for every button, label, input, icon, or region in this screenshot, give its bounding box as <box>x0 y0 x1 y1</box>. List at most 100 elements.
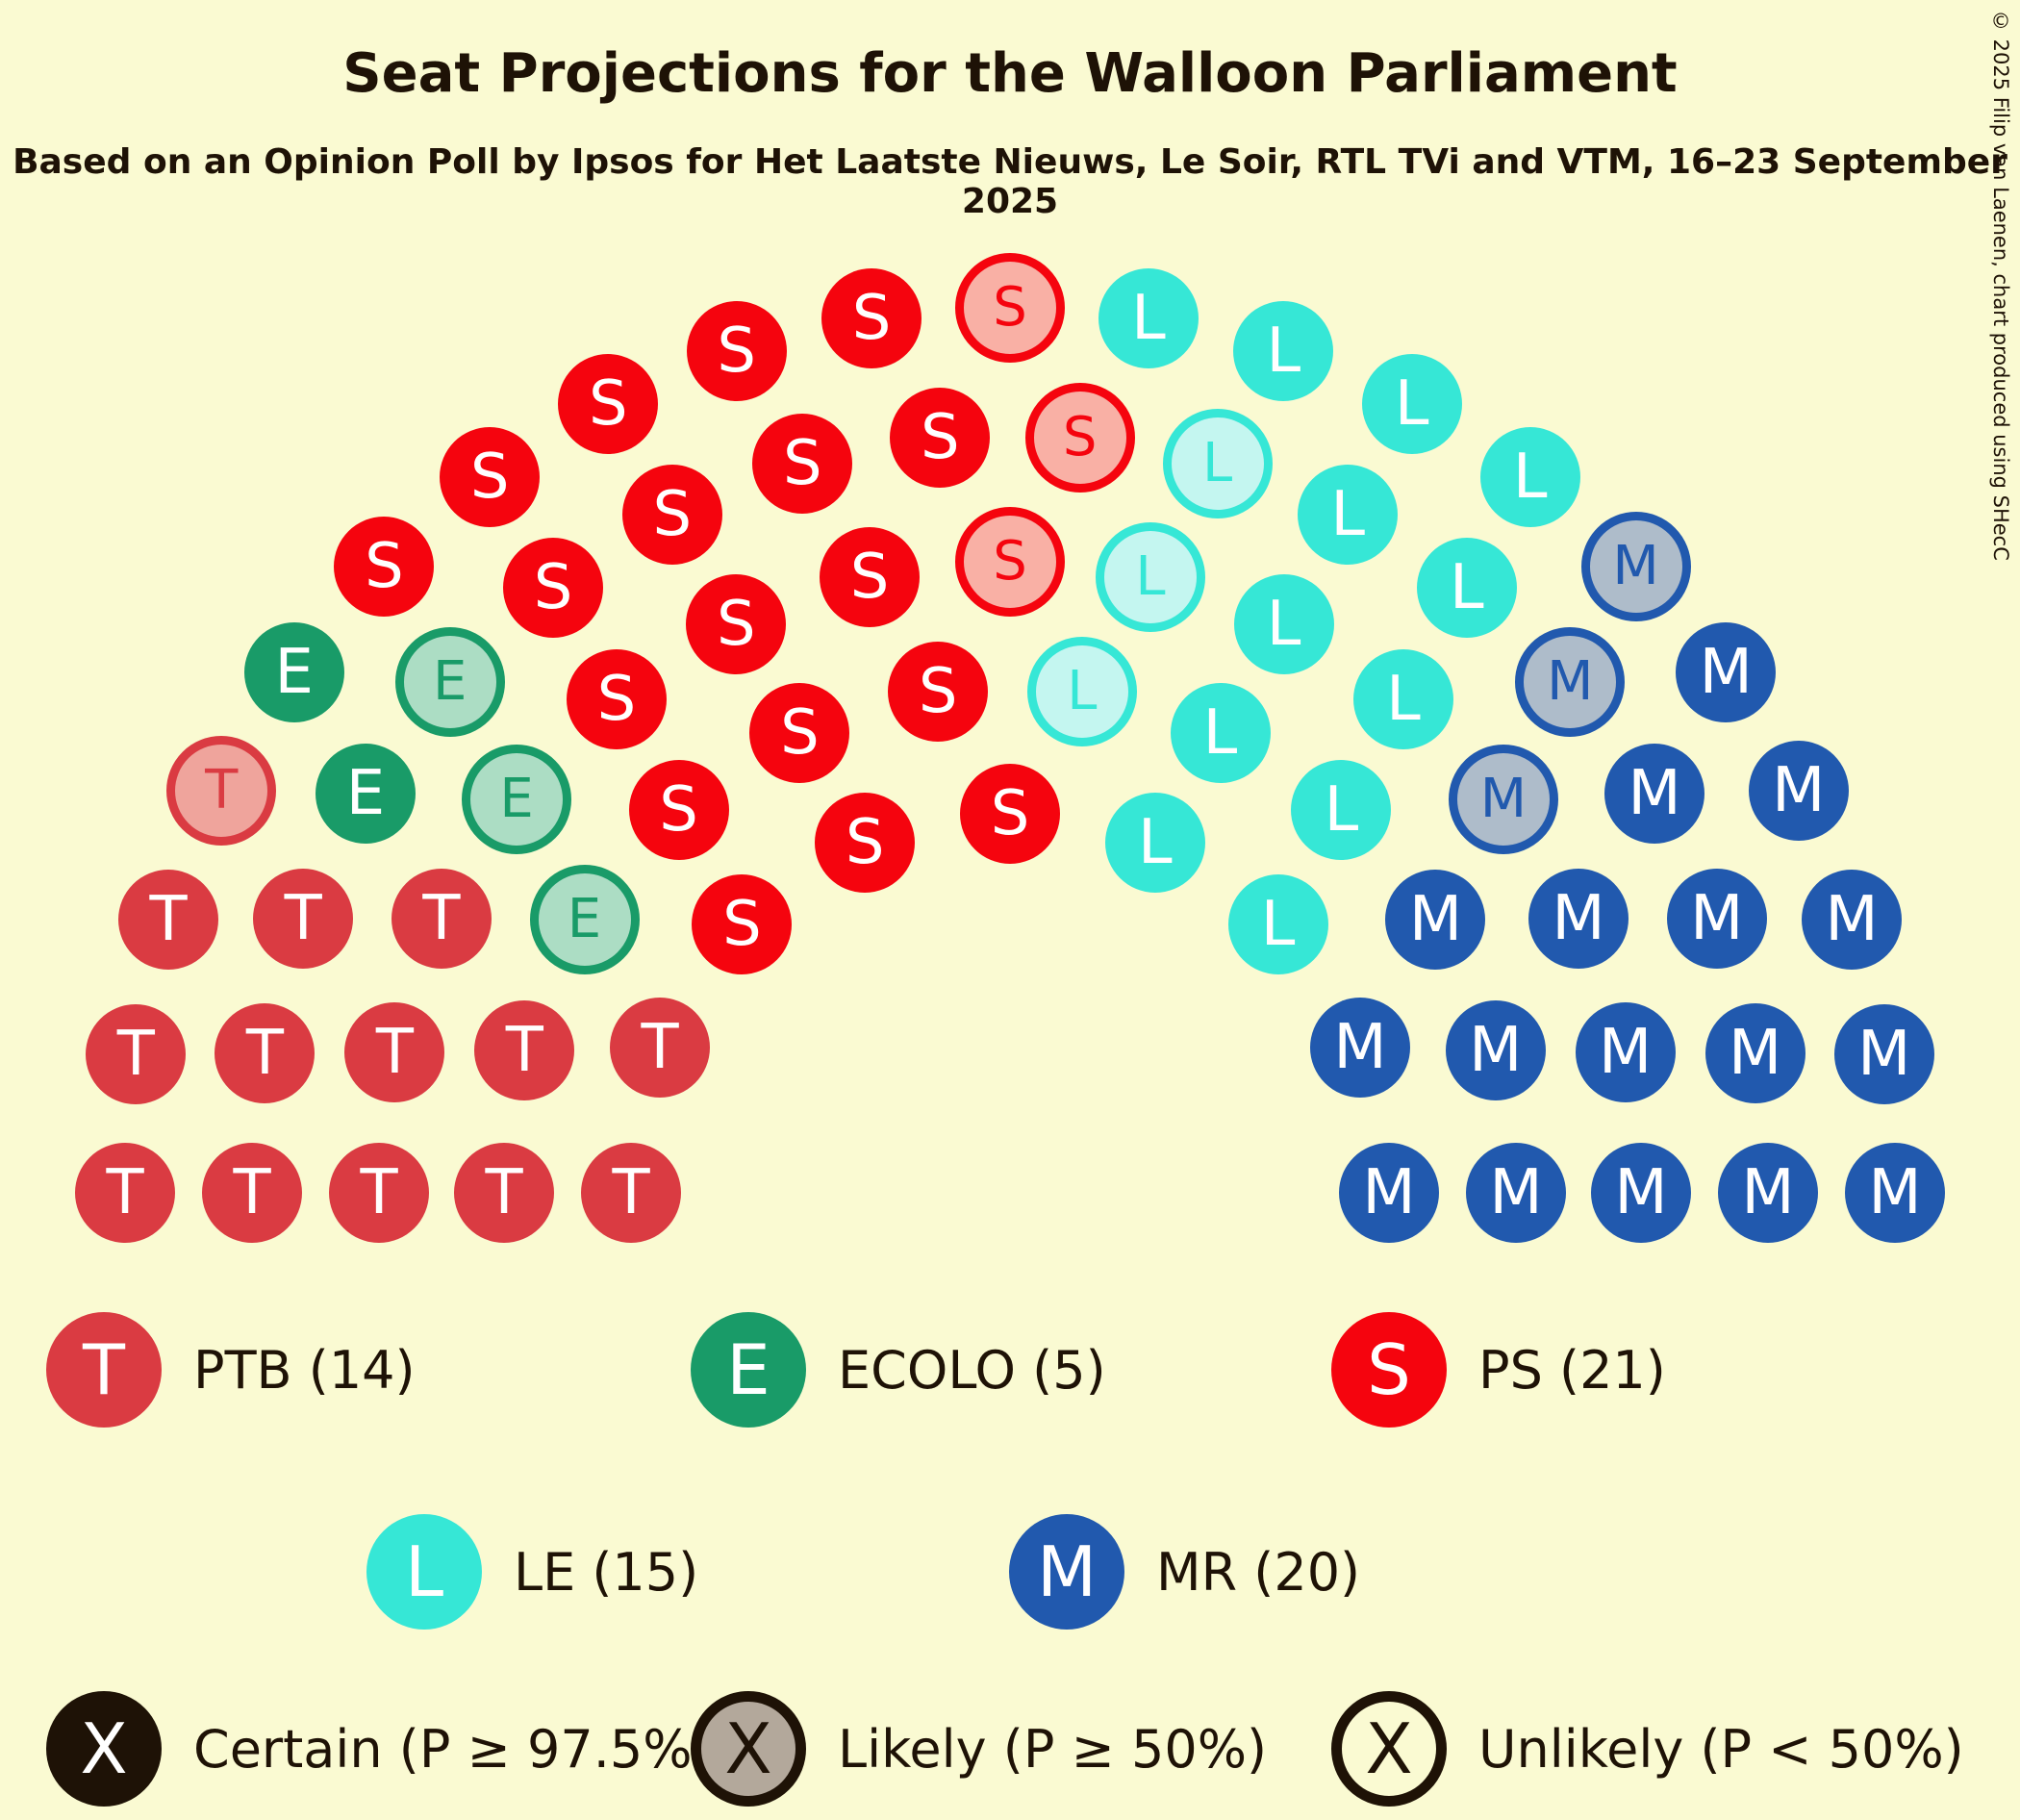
seat-mr: M <box>1591 1143 1691 1243</box>
seat-ecolo-likely: E <box>462 744 572 854</box>
seat-ptb-likely: T <box>166 736 277 847</box>
seat-mr: M <box>1718 1143 1818 1243</box>
chart-subtitle: Based on an Opinion Poll by Ipsos for He… <box>13 142 2007 221</box>
seat-ps: S <box>558 354 659 455</box>
seat-ps: S <box>503 538 604 639</box>
legend-party-le-label: LE (15) <box>514 1541 699 1603</box>
legend-party-mr: M MR (20) <box>1009 1514 1360 1630</box>
seat-ecolo-likely: E <box>529 864 640 974</box>
legend-status-unlikely: X Unlikely (P < 50%) <box>1331 1691 1964 1807</box>
seat-ptb: T <box>344 1002 445 1103</box>
seat-mr: M <box>1575 1002 1676 1103</box>
seat-ptb: T <box>454 1143 554 1243</box>
seat-le: L <box>1170 682 1271 783</box>
seat-mr: M <box>1385 869 1486 970</box>
seat-le-likely: L <box>1095 522 1205 633</box>
seat-ps-likely: S <box>955 507 1065 617</box>
legend-party-ecolo-label: ECOLO (5) <box>838 1339 1106 1401</box>
seat-mr: M <box>1748 741 1849 842</box>
seat-le: L <box>1479 426 1580 527</box>
legend-status-unlikely-label: Unlikely (P < 50%) <box>1478 1718 1964 1780</box>
seat-ps: S <box>815 792 916 893</box>
legend-status-likely-label: Likely (P ≥ 50%) <box>838 1718 1268 1780</box>
legend-status-likely: X Likely (P ≥ 50%) <box>691 1691 1267 1807</box>
seat-ps: S <box>692 874 793 975</box>
seat-mr: M <box>1445 999 1546 1100</box>
legend-status-certain: X Certain (P ≥ 97.5%) <box>46 1691 713 1807</box>
seat-le-likely: L <box>1162 409 1273 519</box>
legend-party-mr-label: MR (20) <box>1156 1541 1361 1603</box>
chart-title: Seat Projections for the Walloon Parliam… <box>342 42 1678 105</box>
legend-party-ecolo: E ECOLO (5) <box>691 1312 1106 1428</box>
seat-ecolo-likely: E <box>394 627 505 738</box>
seat-mr: M <box>1528 869 1629 970</box>
seat-ps: S <box>960 764 1060 864</box>
seat-ps: S <box>888 642 989 743</box>
seat-le: L <box>1361 354 1462 455</box>
seat-ps-likely: S <box>955 253 1065 363</box>
legend-status-certain-icon: X <box>46 1691 162 1807</box>
seat-le: L <box>1233 301 1334 402</box>
seat-ps: S <box>566 649 667 750</box>
legend-party-ptb: T PTB (14) <box>46 1312 416 1428</box>
legend-party-le-icon: L <box>366 1514 482 1630</box>
seat-le: L <box>1098 268 1199 369</box>
seat-ptb: T <box>609 998 710 1099</box>
seat-ptb: T <box>75 1143 175 1243</box>
seat-mr: M <box>1339 1143 1439 1243</box>
seat-mr: M <box>1845 1143 1945 1243</box>
seat-ps: S <box>686 573 787 674</box>
legend-status-likely-icon: X <box>691 1691 806 1807</box>
seat-le-likely: L <box>1026 637 1137 747</box>
seat-le: L <box>1291 760 1392 861</box>
seat-le: L <box>1233 573 1334 674</box>
seat-mr: M <box>1310 998 1410 1099</box>
seat-ps: S <box>686 301 787 402</box>
seat-le: L <box>1104 792 1205 893</box>
seat-mr: M <box>1666 869 1767 970</box>
seat-ps: S <box>820 527 921 628</box>
seat-ps: S <box>821 268 922 369</box>
legend-party-ptb-icon: T <box>46 1312 162 1428</box>
seat-ptb: T <box>391 869 492 970</box>
seat-ps: S <box>621 464 722 565</box>
seat-ptb: T <box>202 1143 302 1243</box>
seat-mr: M <box>1833 1004 1934 1105</box>
seat-le: L <box>1353 649 1453 750</box>
seat-mr: M <box>1466 1143 1566 1243</box>
seat-ps: S <box>890 388 991 489</box>
copyright-note: © 2025 Filip van Laenen, chart produced … <box>1989 10 2012 561</box>
seat-ptb: T <box>329 1143 429 1243</box>
seat-ptb: T <box>215 1003 316 1104</box>
seat-ptb: T <box>86 1004 187 1105</box>
seat-ps: S <box>752 414 853 515</box>
seat-mr-likely: M <box>1515 627 1626 738</box>
seat-mr: M <box>1704 1003 1805 1104</box>
legend-party-ecolo-icon: E <box>691 1312 806 1428</box>
seat-mr-likely: M <box>1448 744 1558 854</box>
seat-ecolo: E <box>243 622 344 723</box>
legend-party-ps: S PS (21) <box>1331 1312 1666 1428</box>
seat-ps-likely: S <box>1024 383 1135 493</box>
seat-ps: S <box>628 760 729 861</box>
seat-le: L <box>1416 538 1517 639</box>
seat-le: L <box>1298 464 1399 565</box>
seat-mr-likely: M <box>1580 512 1691 622</box>
seat-ptb: T <box>581 1143 681 1243</box>
seat-ps: S <box>334 517 435 618</box>
seat-ptb: T <box>118 869 219 970</box>
legend-party-ps-icon: S <box>1331 1312 1447 1428</box>
seat-ecolo: E <box>316 744 417 845</box>
legend-party-ps-label: PS (21) <box>1478 1339 1666 1401</box>
seat-ps: S <box>749 682 850 783</box>
legend-party-mr-icon: M <box>1009 1514 1124 1630</box>
seat-mr: M <box>1603 744 1704 845</box>
legend-party-ptb-label: PTB (14) <box>193 1339 416 1401</box>
seat-mr: M <box>1801 869 1902 970</box>
legend-status-unlikely-icon: X <box>1331 1691 1447 1807</box>
seat-ps: S <box>440 426 541 527</box>
legend-party-le: L LE (15) <box>366 1514 698 1630</box>
seat-ptb: T <box>474 999 575 1100</box>
